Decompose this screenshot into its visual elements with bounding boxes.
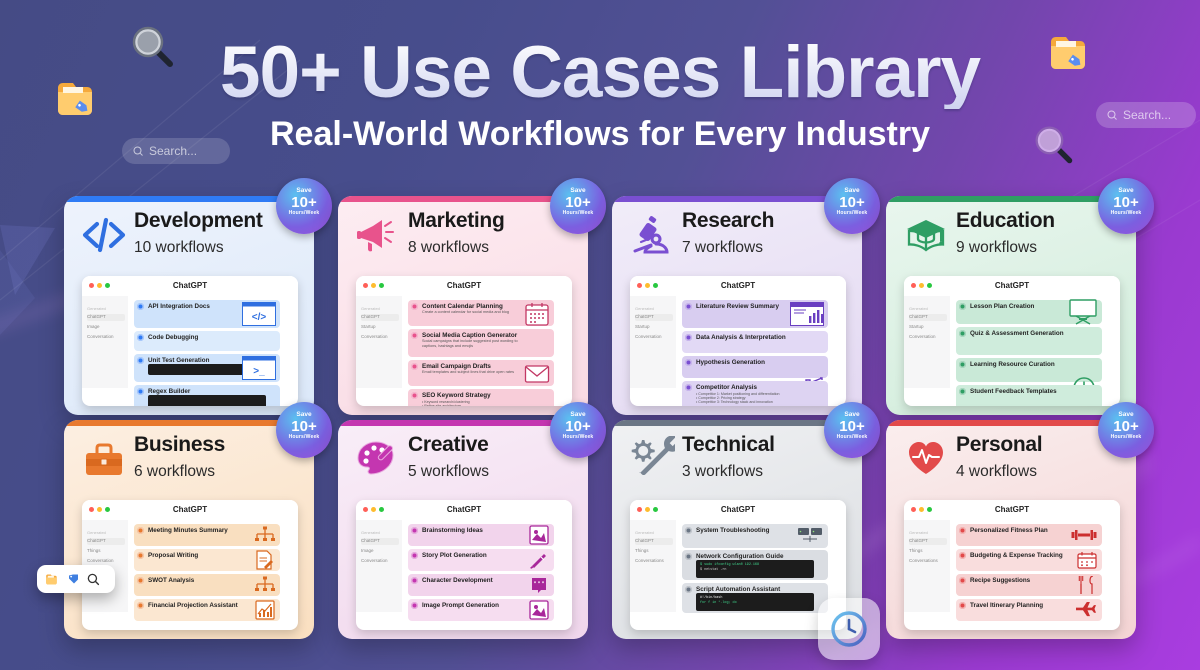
svg-text:>_: >_ — [253, 366, 265, 377]
svg-text:</>: </> — [252, 312, 267, 323]
